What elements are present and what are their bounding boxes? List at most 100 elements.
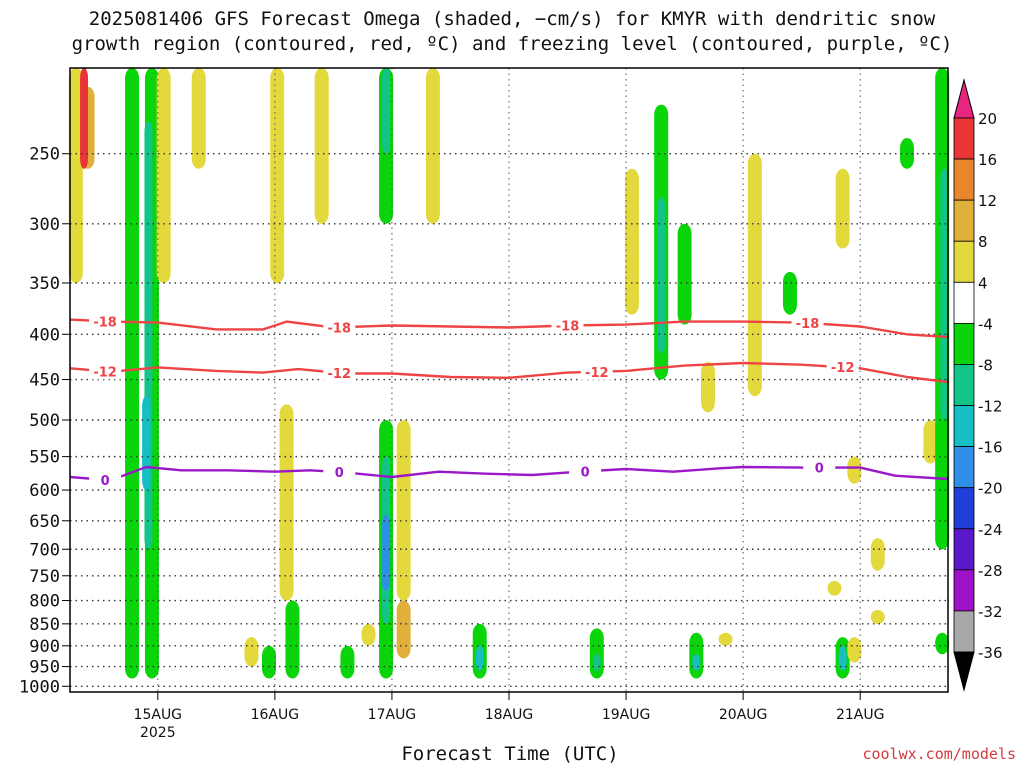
omega-shade-48 bbox=[923, 420, 938, 464]
colorbar-segment-1 bbox=[953, 117, 975, 160]
colorbar-segment-10 bbox=[953, 487, 975, 530]
isotherm-label-1-3: -12 bbox=[831, 361, 855, 376]
omega-shade-38 bbox=[782, 271, 797, 315]
colorbar-label-13: -36 bbox=[978, 644, 1003, 662]
omega-shade-21 bbox=[382, 514, 391, 591]
y-tick-label-850: 850 bbox=[29, 615, 60, 635]
omega-shade-6 bbox=[142, 396, 151, 491]
omega-shade-23 bbox=[396, 420, 411, 601]
x-tick-label-16AUG: 16AUG bbox=[251, 707, 300, 723]
isotherm-label-bg-0-2 bbox=[551, 317, 584, 334]
y-tick-label-300: 300 bbox=[29, 215, 60, 235]
x-tick-label-17AUG: 17AUG bbox=[368, 707, 417, 723]
colorbar-segment-4 bbox=[953, 240, 975, 283]
y-tick-label-1000: 1000 bbox=[19, 677, 60, 697]
isotherm-label-1-1: -12 bbox=[328, 367, 352, 382]
colorbar-segment-8 bbox=[953, 405, 975, 448]
colorbar-label-6: -8 bbox=[978, 356, 993, 374]
colorbar-label-2: 12 bbox=[978, 192, 997, 210]
omega-shade-22 bbox=[396, 600, 411, 659]
omega-shade-8 bbox=[191, 68, 206, 169]
isotherm-label-0-1: -18 bbox=[328, 321, 352, 336]
colorbar-label-11: -28 bbox=[978, 562, 1003, 580]
isotherm-label-bg-1-0 bbox=[89, 363, 122, 380]
y-tick-label-900: 900 bbox=[29, 637, 60, 657]
colorbar-segment-2 bbox=[953, 158, 975, 201]
isotherm-label-bg-0-3 bbox=[791, 314, 824, 331]
colorbar-segment-13 bbox=[953, 610, 975, 653]
colorbar-segment-7 bbox=[953, 364, 975, 406]
omega-shade-37 bbox=[747, 153, 762, 397]
isotherm-label-bg-2-0 bbox=[89, 471, 122, 488]
colorbar-label-1: 16 bbox=[978, 151, 997, 169]
y-tick-label-800: 800 bbox=[29, 592, 60, 612]
colorbar-label-8: -16 bbox=[978, 439, 1003, 457]
isotherm-label-2-0: 0 bbox=[101, 474, 110, 489]
omega-shade-34 bbox=[692, 654, 701, 671]
colorbar-label-7: -12 bbox=[978, 398, 1003, 416]
x-tick-label-19AUG: 19AUG bbox=[602, 707, 651, 723]
omega-shade-50 bbox=[940, 168, 949, 421]
isotherm-label-bg-1-2 bbox=[580, 363, 613, 380]
plot-frame-layer bbox=[69, 67, 949, 693]
colorbar-segment-11 bbox=[953, 528, 975, 571]
colorbar-segment-3 bbox=[953, 199, 975, 242]
omega-shade-44 bbox=[835, 168, 850, 249]
colorbar-segment-9 bbox=[953, 446, 975, 489]
grid-layer: 2503003504004505005506006507007508008509… bbox=[19, 68, 948, 741]
omega-shade-9 bbox=[244, 637, 259, 667]
omega-shade-31 bbox=[657, 197, 666, 354]
contour-layer: -18 -18 -18 -18 -12 -12 -12 -12 0 0 0 0 bbox=[69, 313, 949, 489]
y-tick-label-250: 250 bbox=[29, 145, 60, 165]
omega-shade-28 bbox=[592, 654, 601, 671]
omega-shade-45 bbox=[870, 538, 885, 571]
omega-shade-26 bbox=[475, 645, 484, 671]
colorbar-top-arrow bbox=[953, 78, 975, 119]
omega-shade-7 bbox=[156, 68, 171, 283]
omega-shade-13 bbox=[285, 600, 300, 679]
x-tick-sublabel-15AUG: 2025 bbox=[140, 725, 176, 741]
colorbar-bottom-arrow bbox=[953, 651, 975, 692]
colorbar-segment-12 bbox=[953, 569, 975, 612]
x-tick-label-18AUG: 18AUG bbox=[485, 707, 534, 723]
isotherm-line-1 bbox=[69, 361, 949, 384]
isotherm-label-0-2: -18 bbox=[556, 320, 580, 335]
x-tick-label-21AUG: 21AUG bbox=[836, 707, 885, 723]
isotherm-label-2-1: 0 bbox=[335, 466, 344, 481]
omega-shade-36 bbox=[718, 632, 733, 646]
colorbar-label-0: 20 bbox=[978, 110, 997, 128]
isotherm-label-1-0: -12 bbox=[93, 365, 117, 380]
isotherm-label-bg-2-1 bbox=[323, 464, 356, 481]
colorbar-label-3: 8 bbox=[978, 233, 988, 251]
isotherm-label-bg-1-3 bbox=[826, 359, 859, 376]
omega-shade-46 bbox=[870, 610, 885, 624]
y-tick-label-400: 400 bbox=[29, 325, 60, 345]
omega-shading-layer bbox=[68, 68, 950, 679]
x-tick-label-20AUG: 20AUG bbox=[719, 707, 768, 723]
y-tick-label-550: 550 bbox=[29, 448, 60, 468]
isotherm-label-bg-0-1 bbox=[323, 319, 356, 336]
omega-shade-27 bbox=[589, 628, 604, 679]
y-tick-label-500: 500 bbox=[29, 411, 60, 431]
colorbar-label-12: -32 bbox=[978, 603, 1003, 621]
y-tick-label-350: 350 bbox=[29, 274, 60, 294]
omega-shade-42 bbox=[847, 637, 862, 663]
omega-shade-41 bbox=[838, 645, 847, 671]
colorbar-label-5: -4 bbox=[978, 315, 993, 333]
omega-shade-12 bbox=[279, 404, 294, 601]
omega-shade-43 bbox=[847, 456, 862, 484]
isotherm-line-2 bbox=[69, 465, 949, 482]
omega-shade-0 bbox=[68, 68, 83, 283]
chart-title-line-2: growth region (contoured, red, ºC) and f… bbox=[71, 33, 953, 55]
colorbar-label-9: -20 bbox=[978, 480, 1003, 498]
y-tick-label-450: 450 bbox=[29, 371, 60, 391]
colorbar-label-10: -24 bbox=[978, 521, 1003, 539]
isotherm-label-2-2: 0 bbox=[581, 465, 590, 480]
isotherm-label-bg-1-1 bbox=[323, 364, 356, 381]
omega-shade-10 bbox=[262, 645, 277, 679]
plot-frame bbox=[69, 67, 949, 693]
omega-shade-3 bbox=[125, 68, 140, 679]
y-tick-label-600: 600 bbox=[29, 481, 60, 501]
y-tick-label-950: 950 bbox=[29, 658, 60, 678]
